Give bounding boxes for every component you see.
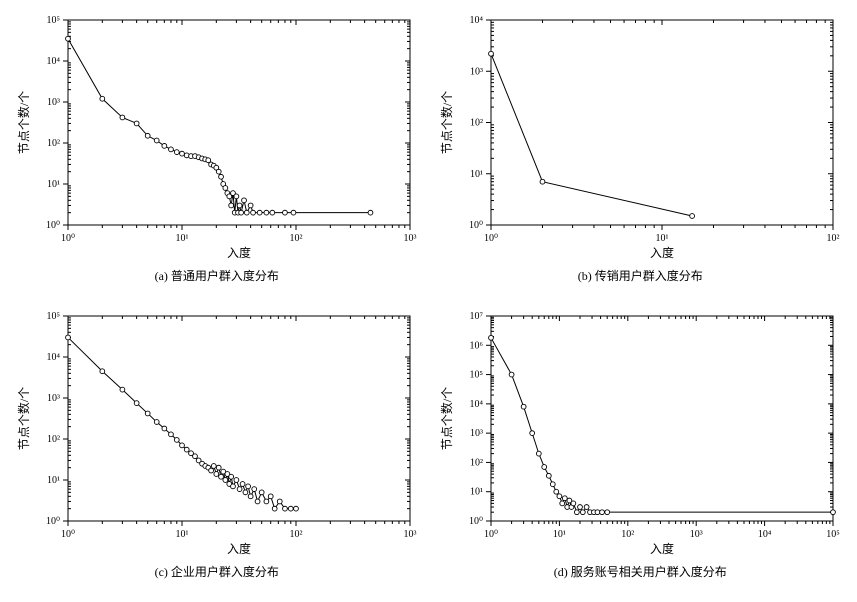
- svg-text:10⁰: 10⁰: [61, 529, 75, 540]
- caption-a: (a) 普通用户群入度分布: [155, 267, 279, 284]
- panel-d: 10⁰ 10¹ 10² 10³ 10⁴ 10⁵ 10⁰ 10¹ 10² 10³ 10⁴ 10⁵ 10⁶ 1…: [434, 306, 848, 592]
- svg-text:10¹: 10¹: [656, 233, 669, 244]
- svg-text:10³: 10³: [403, 529, 416, 540]
- svg-text:10⁴: 10⁴: [470, 399, 484, 410]
- chart-a: 10⁰ 10¹ 10² 10³ 10⁰ 10¹ 10² 10³ 10⁴ 10⁵ 入度 节点个数/个: [12, 10, 422, 265]
- panel-b: 10⁰ 10¹ 10² 10⁰ 10¹ 10² 10³ 10⁴ 入度 节点个数/个 (b) 传销用…: [434, 10, 848, 296]
- svg-text:10³: 10³: [470, 66, 483, 77]
- svg-text:10¹: 10¹: [470, 487, 483, 498]
- svg-text:10⁵: 10⁵: [827, 529, 841, 540]
- svg-text:10⁴: 10⁴: [46, 352, 60, 363]
- svg-text:10⁰: 10⁰: [484, 529, 498, 540]
- svg-text:节点个数/个: 节点个数/个: [439, 387, 454, 450]
- svg-text:入度: 入度: [650, 245, 674, 260]
- svg-text:10⁷: 10⁷: [470, 311, 484, 322]
- svg-text:10⁴: 10⁴: [470, 15, 484, 26]
- svg-text:10²: 10²: [289, 529, 302, 540]
- svg-text:10¹: 10¹: [470, 169, 483, 180]
- svg-text:入度: 入度: [650, 541, 674, 556]
- panel-c: 10⁰ 10¹ 10² 10³ 10⁰ 10¹ 10² 10³ 10⁴ 10⁵ 入度 节点个数/个 (…: [10, 306, 424, 592]
- svg-text:10⁵: 10⁵: [46, 15, 60, 26]
- svg-text:10⁰: 10⁰: [469, 220, 483, 231]
- svg-text:10⁶: 10⁶: [470, 340, 484, 351]
- svg-text:10²: 10²: [47, 434, 60, 445]
- svg-text:10³: 10³: [47, 393, 60, 404]
- svg-text:10³: 10³: [403, 233, 416, 244]
- svg-text:10⁰: 10⁰: [46, 220, 60, 231]
- caption-c: (c) 企业用户群入度分布: [155, 563, 279, 580]
- svg-text:入度: 入度: [227, 245, 251, 260]
- chart-d: 10⁰ 10¹ 10² 10³ 10⁴ 10⁵ 10⁰ 10¹ 10² 10³ 10⁴ 10⁵ 10⁶ 1…: [435, 306, 845, 561]
- svg-text:节点个数/个: 节点个数/个: [16, 91, 31, 154]
- svg-text:10⁰: 10⁰: [484, 233, 498, 244]
- svg-text:10⁴: 10⁴: [758, 529, 772, 540]
- svg-text:10³: 10³: [690, 529, 703, 540]
- svg-text:10⁵: 10⁵: [46, 311, 60, 322]
- svg-text:10¹: 10¹: [175, 529, 188, 540]
- svg-text:入度: 入度: [227, 541, 251, 556]
- svg-text:10²: 10²: [827, 233, 840, 244]
- svg-text:节点个数/个: 节点个数/个: [16, 387, 31, 450]
- svg-text:10¹: 10¹: [47, 179, 60, 190]
- svg-text:10²: 10²: [622, 529, 635, 540]
- svg-text:10²: 10²: [470, 457, 483, 468]
- caption-b: (b) 传销用户群入度分布: [578, 267, 703, 284]
- svg-text:10²: 10²: [47, 138, 60, 149]
- chart-c: 10⁰ 10¹ 10² 10³ 10⁰ 10¹ 10² 10³ 10⁴ 10⁵ 入度 节点个数/个: [12, 306, 422, 561]
- svg-text:10⁴: 10⁴: [46, 56, 60, 67]
- svg-text:10¹: 10¹: [47, 475, 60, 486]
- caption-d: (d) 服务账号相关用户群入度分布: [554, 563, 727, 580]
- svg-text:10²: 10²: [289, 233, 302, 244]
- svg-text:10³: 10³: [470, 428, 483, 439]
- svg-text:10⁰: 10⁰: [469, 516, 483, 527]
- svg-text:10⁰: 10⁰: [46, 516, 60, 527]
- svg-text:10²: 10²: [470, 118, 483, 129]
- panel-a: 10⁰ 10¹ 10² 10³ 10⁰ 10¹ 10² 10³ 10⁴ 10⁵ 入度 节点个数/个 (…: [10, 10, 424, 296]
- svg-text:10¹: 10¹: [175, 233, 188, 244]
- svg-text:10¹: 10¹: [553, 529, 566, 540]
- figure-grid: 10⁰10¹10²10³10⁰10¹10²10³10⁴10⁵入度节点个数/个 (…: [10, 10, 847, 592]
- svg-text:节点个数/个: 节点个数/个: [439, 91, 454, 154]
- chart-b: 10⁰ 10¹ 10² 10⁰ 10¹ 10² 10³ 10⁴ 入度 节点个数/个: [435, 10, 845, 265]
- svg-text:10³: 10³: [47, 97, 60, 108]
- svg-text:10⁰: 10⁰: [61, 233, 75, 244]
- svg-text:10⁵: 10⁵: [470, 370, 484, 381]
